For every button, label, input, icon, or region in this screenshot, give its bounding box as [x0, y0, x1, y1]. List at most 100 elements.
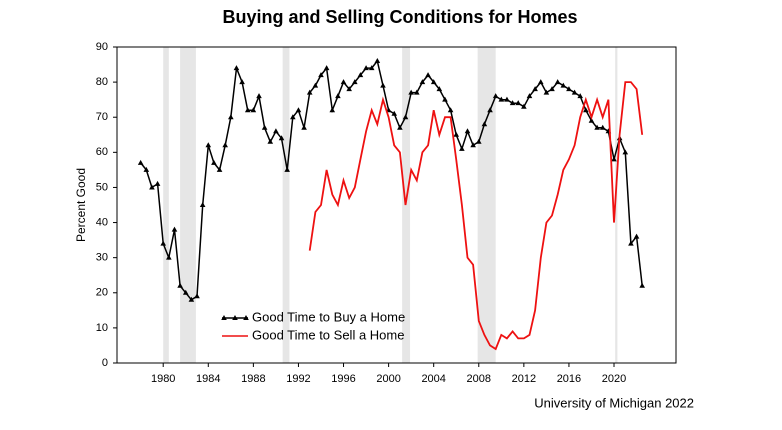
series-marker [352, 79, 358, 85]
series-marker [408, 89, 414, 95]
series-marker [430, 79, 437, 85]
series-marker [228, 114, 234, 120]
x-tick-label: 2016 [557, 373, 581, 385]
x-tick-label: 1984 [196, 373, 220, 385]
series-marker [425, 72, 431, 78]
series-marker [543, 89, 550, 95]
series-marker [340, 79, 347, 85]
series-marker [515, 100, 522, 106]
series-marker [588, 117, 595, 123]
legend-label: Good Time to Buy a Home [252, 309, 405, 324]
series-marker [526, 93, 533, 99]
y-tick-label: 0 [102, 357, 108, 369]
series-marker [312, 82, 319, 88]
series-marker [583, 107, 589, 113]
series-marker [143, 166, 150, 172]
shaded-period [163, 47, 169, 363]
series-marker [346, 86, 352, 92]
series-marker [233, 65, 240, 71]
series-marker [374, 58, 381, 64]
series-marker [498, 96, 505, 102]
y-tick-label: 60 [96, 146, 108, 158]
series-marker [244, 107, 251, 113]
y-tick-label: 10 [96, 322, 108, 334]
series-marker [554, 79, 561, 85]
series-marker [521, 103, 527, 109]
series-marker [363, 65, 369, 71]
series-marker [335, 93, 341, 99]
y-tick-label: 40 [96, 216, 108, 228]
plot-frame [116, 46, 677, 364]
y-tick-label: 80 [96, 76, 108, 88]
y-tick-label: 70 [96, 111, 108, 123]
series-marker [188, 296, 195, 302]
series-marker [628, 240, 634, 246]
series-marker [509, 100, 516, 106]
series-marker [397, 124, 403, 130]
series-marker [222, 142, 228, 148]
series-marker [290, 114, 296, 120]
series-marker [149, 184, 155, 190]
chart-title: Buying and Selling Conditions for Homes [222, 7, 577, 27]
series-marker [442, 96, 448, 102]
series-marker [267, 138, 274, 144]
series-marker [549, 86, 555, 92]
series-line [308, 81, 644, 351]
series-marker [323, 65, 330, 71]
series-marker [504, 96, 510, 102]
series-marker [419, 79, 426, 85]
series-marker [171, 226, 178, 232]
series-marker [318, 72, 324, 78]
series-marker [566, 86, 572, 92]
series-marker [633, 233, 640, 239]
series-marker [402, 114, 409, 120]
series-marker [160, 240, 167, 246]
series-marker [622, 149, 629, 155]
series-marker [306, 89, 313, 95]
shaded-period [282, 47, 290, 363]
source-note: University of Michigan 2022 [534, 395, 694, 410]
series-marker [182, 289, 189, 295]
series-marker [199, 202, 206, 207]
series-marker [273, 128, 279, 134]
shaded-period [615, 47, 618, 363]
series-marker [532, 86, 538, 92]
series-marker [391, 110, 398, 116]
x-tick-label: 1980 [151, 373, 175, 385]
series-marker [284, 166, 290, 172]
series-marker [492, 93, 499, 99]
series-marker [295, 107, 302, 113]
x-tick-label: 2008 [467, 373, 491, 385]
x-tick-label: 2004 [421, 373, 445, 385]
series-marker [357, 72, 364, 78]
legend-marker [243, 315, 249, 320]
x-tick-label: 1996 [331, 373, 355, 385]
series-marker [368, 65, 375, 71]
series-line [140, 59, 643, 301]
series-marker [380, 82, 386, 88]
shaded-period [180, 47, 196, 363]
y-tick-label: 30 [96, 252, 108, 264]
legend-marker [221, 315, 227, 320]
series-marker [329, 107, 336, 113]
y-tick-label: 50 [96, 181, 108, 193]
x-tick-label: 1988 [241, 373, 265, 385]
series-marker [211, 159, 217, 165]
series-marker [639, 282, 645, 288]
series-marker [154, 180, 161, 186]
y-tick-label: 20 [96, 287, 108, 299]
shaded-period [477, 47, 496, 363]
series-marker [301, 124, 307, 130]
series-marker [194, 293, 200, 299]
series-marker [487, 107, 493, 113]
series-marker [475, 138, 482, 144]
series-marker [481, 121, 488, 127]
y-axis-label: Percent Good [74, 168, 88, 242]
series-marker [216, 166, 223, 172]
x-tick-label: 2020 [602, 373, 626, 385]
series-marker [470, 142, 476, 148]
series-marker [560, 82, 567, 88]
series-marker [447, 107, 454, 113]
